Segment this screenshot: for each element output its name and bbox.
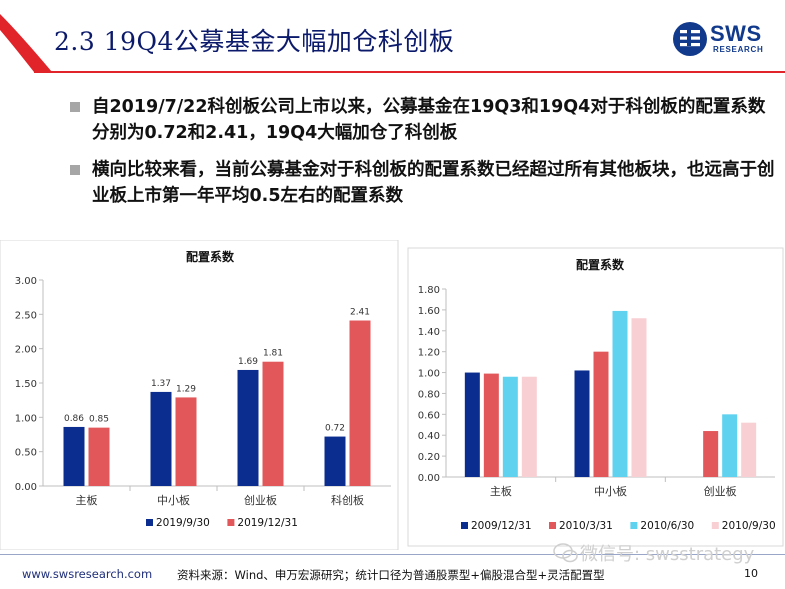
data-label: 1.81 (263, 349, 283, 359)
x-tick-label: 主板 (490, 484, 512, 498)
legend-swatch (711, 522, 719, 529)
bar (631, 318, 647, 477)
bar (703, 431, 719, 477)
title-bar: 2.3 19Q4公募基金大幅加仓科创板 SWS RESEARCH (0, 0, 785, 72)
footer-divider (0, 554, 785, 555)
legend-swatch (146, 519, 153, 526)
y-tick-label: 1.00 (15, 413, 37, 424)
bar (741, 422, 757, 477)
bar (593, 351, 609, 477)
chart-title: 配置系数 (576, 257, 625, 272)
data-label: 1.29 (176, 384, 196, 394)
y-tick-label: 2.00 (15, 345, 37, 356)
y-tick-label: 1.00 (418, 369, 440, 380)
bar (150, 391, 172, 486)
x-tick-label: 主板 (76, 493, 98, 507)
data-label: 0.85 (89, 415, 109, 425)
bar (574, 370, 590, 477)
sws-logo: SWS RESEARCH (672, 19, 772, 63)
page-title: 2.3 19Q4公募基金大幅加仓科创板 (54, 27, 455, 56)
y-tick-label: 1.20 (418, 348, 440, 359)
page-number: 10 (744, 567, 758, 580)
y-tick-label: 0.00 (418, 473, 440, 484)
bar (175, 397, 197, 486)
bar (464, 372, 480, 477)
logo-text: SWS (710, 21, 762, 46)
x-tick-label: 中小板 (594, 484, 627, 498)
bar (349, 320, 371, 486)
wechat-watermark-icon (553, 543, 578, 563)
bar (483, 373, 499, 477)
legend-swatch (461, 522, 468, 529)
bar (722, 414, 738, 477)
bar (502, 376, 518, 477)
legend-label: 2010/6/30 (640, 520, 694, 532)
bar (237, 369, 259, 486)
legend-label: 2010/3/31 (559, 520, 613, 532)
legend-label: 2010/9/30 (722, 520, 776, 532)
y-tick-label: 2.50 (15, 310, 37, 321)
data-label: 1.37 (151, 379, 171, 389)
y-tick-label: 0.20 (418, 452, 440, 463)
data-label: 2.41 (350, 308, 370, 318)
footer-website-link[interactable]: www.swsresearch.com (22, 567, 153, 581)
bullet-item: 横向比较来看，当前公募基金对于科创板的配置系数已经超过所有其他板块，也远高于创业… (66, 157, 781, 209)
x-tick-label: 创业板 (244, 493, 277, 507)
x-tick-label: 科创板 (331, 493, 364, 507)
bullet-square-icon (70, 165, 80, 175)
y-tick-label: 1.60 (418, 306, 440, 317)
x-tick-label: 中小板 (157, 493, 190, 507)
bullet-item: 自2019/7/22科创板公司上市以来，公募基金在19Q3和19Q4对于科创板的… (66, 94, 781, 146)
chart-frame (407, 247, 784, 547)
bar (63, 426, 85, 486)
y-tick-label: 0.60 (418, 410, 440, 421)
x-tick-label: 创业板 (704, 484, 737, 498)
bullet-square-icon (70, 102, 80, 112)
y-tick-label: 1.40 (418, 327, 440, 338)
chart-chinext-history-coefficient: 配置系数 0.00 0.20 0.40 0.60 0.80 1.00 1.20 1.40 1.60… (407, 247, 784, 547)
data-label: 1.69 (238, 357, 258, 367)
bullet-text: 横向比较来看，当前公募基金对于科创板的配置系数已经超过所有其他板块，也远高于创业… (92, 160, 775, 206)
title-accent-shape (0, 14, 52, 72)
chart-frame (0, 240, 399, 550)
bar (88, 427, 110, 486)
y-tick-label: 1.80 (418, 285, 440, 296)
y-tick-label: 1.50 (15, 379, 37, 390)
y-tick-label: 0.40 (418, 431, 440, 442)
legend-swatch (227, 519, 235, 526)
legend-label: 2019/9/30 (156, 517, 210, 529)
y-tick-label: 0.00 (15, 482, 37, 493)
logo-subtext: RESEARCH (713, 45, 764, 54)
chart-title: 配置系数 (186, 249, 235, 264)
footer-source-note: 资料来源：Wind、申万宏源研究；统计口径为普通股票型+偏股混合型+灵活配置型 (177, 568, 605, 582)
header-divider (34, 71, 785, 73)
chart-kechuang-coefficient: 配置系数 0.00 0.50 1.00 1.50 2.00 2.50 3.00 主板 0.86 0.… (0, 240, 399, 550)
legend-swatch (630, 522, 638, 529)
bullet-list: 自2019/7/22科创板公司上市以来，公募基金在19Q3和19Q4对于科创板的… (66, 94, 781, 220)
y-tick-label: 0.50 (15, 448, 37, 459)
bar (521, 376, 537, 477)
logo-globe-icon (673, 22, 707, 56)
legend-label: 2019/12/31 (237, 517, 298, 529)
bullet-text: 自2019/7/22科创板公司上市以来，公募基金在19Q3和19Q4对于科创板的… (92, 97, 766, 143)
bar (262, 361, 284, 486)
legend-swatch (549, 522, 556, 529)
watermark-text: 微信号: swsstrategy (540, 540, 754, 566)
bar (612, 310, 628, 477)
watermark-label: 微信号: swsstrategy (580, 544, 755, 565)
bar (324, 436, 346, 486)
data-label: 0.72 (325, 424, 345, 434)
data-label: 0.86 (64, 414, 84, 424)
legend-label: 2009/12/31 (471, 520, 532, 532)
y-tick-label: 3.00 (15, 276, 37, 287)
y-tick-label: 0.80 (418, 389, 440, 400)
